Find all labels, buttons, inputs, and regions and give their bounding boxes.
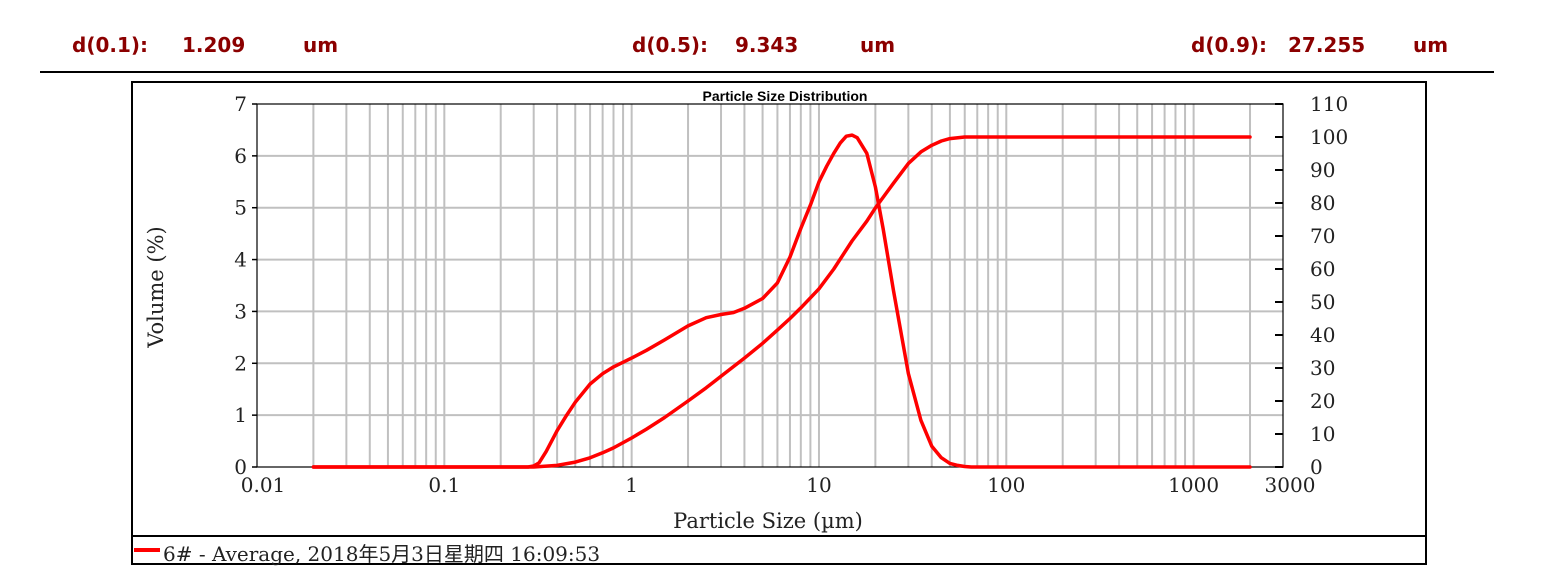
d90-label: d(0.9): — [1191, 33, 1268, 57]
d90-unit: um — [1413, 33, 1449, 57]
y2-tick-label: 40 — [1310, 323, 1335, 347]
header-divider — [40, 71, 1494, 73]
d50-unit: um — [860, 33, 896, 57]
series-lines — [311, 133, 1252, 469]
x-tick-label: 1000 — [1168, 473, 1219, 497]
d10-unit: um — [303, 33, 339, 57]
d90-value: 27.255 — [1288, 33, 1366, 57]
y-tick-label: 7 — [234, 92, 247, 116]
y2-tick-label: 110 — [1310, 92, 1348, 116]
x-tick-label: 3000 — [1265, 473, 1316, 497]
y-tick-label: 4 — [234, 248, 247, 272]
y-axis-label: Volume (%) — [144, 226, 168, 348]
x-tick-label: 100 — [987, 473, 1025, 497]
y2-tick-label: 10 — [1310, 422, 1335, 446]
cumulative-series-line — [311, 135, 1252, 469]
y2-tick-label: 0 — [1310, 455, 1323, 479]
y2-tick-label: 30 — [1310, 356, 1335, 380]
y-tick-label: 2 — [234, 351, 247, 375]
y2-tick-label: 70 — [1310, 224, 1335, 248]
d50-label: d(0.5): — [632, 33, 709, 57]
axis-ticks: 0.01 0.1 1 10 100 1000 30000123456701020304050… — [234, 92, 1348, 497]
x-tick-label: 0.01 — [241, 473, 286, 497]
legend-frame — [131, 535, 1427, 565]
d50-value: 9.343 — [735, 33, 799, 57]
y2-tick-label: 20 — [1310, 389, 1335, 413]
x-tick-label: 10 — [806, 473, 831, 497]
y-tick-label: 3 — [234, 299, 247, 323]
frequency-series-line — [311, 133, 1252, 469]
y-tick-label: 0 — [234, 455, 247, 479]
x-axis-label: Particle Size (µm) — [673, 509, 863, 533]
y-tick-label: 5 — [234, 196, 247, 220]
d10-value: 1.209 — [182, 33, 246, 57]
y-tick-label: 1 — [234, 403, 247, 427]
y2-tick-label: 100 — [1310, 125, 1348, 149]
grid-lines — [257, 104, 1283, 467]
chart-title: Particle Size Distribution — [703, 88, 868, 104]
x-tick-label: 1 — [625, 473, 638, 497]
y2-tick-label: 60 — [1310, 257, 1335, 281]
y2-tick-label: 50 — [1310, 290, 1335, 314]
plot-area-frame — [256, 103, 1284, 468]
y2-tick-label: 90 — [1310, 158, 1335, 182]
y-tick-label: 6 — [234, 144, 247, 168]
d10-label: d(0.1): — [72, 33, 149, 57]
legend-label: 6# - Average, 2018年5月3日星期四 16:09:53 — [163, 542, 600, 566]
y2-tick-label: 80 — [1310, 191, 1335, 215]
x-tick-label: 0.1 — [428, 473, 460, 497]
